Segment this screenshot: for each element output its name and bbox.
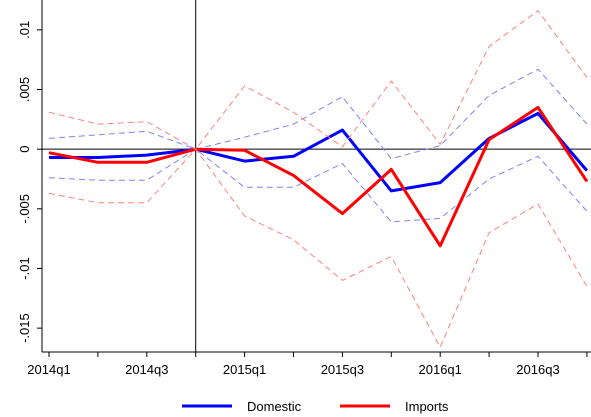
x-tick-label: 2014q3: [125, 362, 168, 377]
ci-lower-line-domestic: [48, 148, 588, 223]
y-tick-label: .01: [17, 21, 32, 39]
y-tick-label: -.015: [17, 313, 32, 343]
legend-label-domestic: Domestic: [247, 399, 302, 414]
plot-area: [42, 0, 591, 352]
x-tick-label: 2015q3: [321, 362, 364, 377]
x-tick-label: 2016q1: [419, 362, 462, 377]
y-tick-label: -.005: [17, 194, 32, 224]
ci-lower-line-imports: [48, 148, 588, 348]
legend: Domestic Imports: [182, 399, 449, 414]
y-tick-label: .005: [17, 77, 32, 102]
x-tick-label: 2014q1: [27, 362, 70, 377]
y-tick-label: 0: [17, 146, 32, 153]
y-tick-label: -.01: [17, 257, 32, 279]
series-line-imports: [48, 105, 589, 248]
axes: .01 .005 0 -.005 -.01 -.015 2014q1 2014q3 2015q1…: [17, 0, 591, 377]
x-tick-label: 2015q1: [223, 362, 266, 377]
ci-upper-line-imports: [48, 10, 588, 150]
x-tick-label: 2016q3: [516, 362, 559, 377]
legend-label-imports: Imports: [405, 399, 449, 414]
